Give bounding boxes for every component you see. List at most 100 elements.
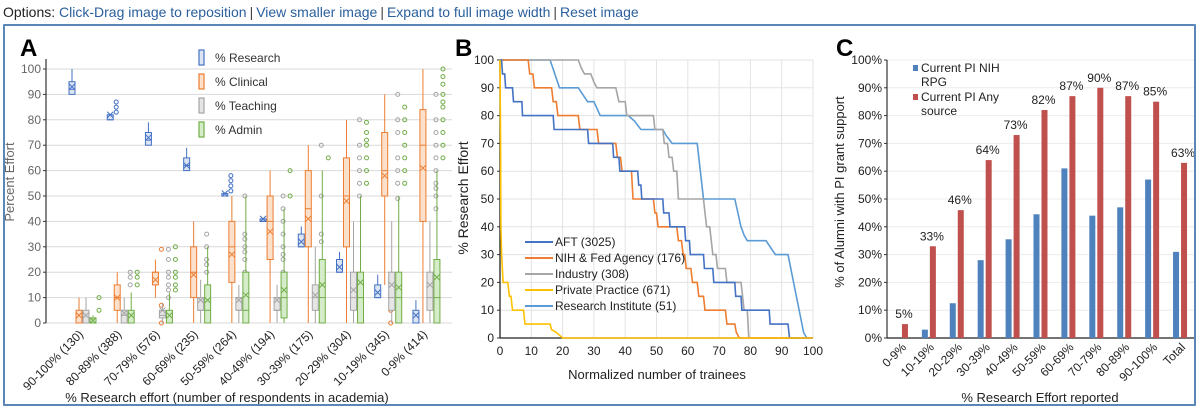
outlier-point: [363, 180, 369, 186]
outlier-point: [228, 178, 234, 184]
outlier-point: [440, 66, 446, 72]
box-0: [144, 122, 152, 146]
outlier-point: [318, 193, 324, 199]
panel-b-xlabel: Normalized number of trainees: [568, 367, 746, 382]
mean-marker: [89, 317, 97, 324]
x-tick-label: 0: [497, 344, 504, 358]
box-0: [68, 69, 76, 95]
x-tick-label: Total: [1160, 340, 1188, 368]
mean-marker: [297, 238, 305, 246]
box: [68, 81, 76, 95]
y-tick-label: 100%: [851, 53, 882, 67]
legend-label-clinical: % Clinical: [215, 75, 268, 89]
legend-label-teaching: % Teaching: [215, 99, 277, 113]
outlier-point: [228, 183, 234, 189]
data-label: 85%: [1143, 85, 1167, 99]
outlier-point: [433, 142, 439, 148]
outlier-point: [363, 130, 369, 135]
legend-swatch-teaching: [198, 97, 205, 114]
outlier-point: [158, 320, 164, 326]
outlier-point: [402, 180, 408, 186]
outlier-point: [228, 188, 234, 194]
y-tick-label: 60: [481, 164, 495, 178]
box-2: [349, 117, 362, 323]
y-tick-label: 80%: [858, 109, 882, 123]
outlier-point: [402, 117, 408, 123]
panel-label-b: B: [455, 35, 472, 62]
outlier-point: [242, 249, 248, 255]
click-drag-link[interactable]: Click-Drag image to reposition: [59, 4, 247, 20]
data-label: 63%: [1171, 146, 1195, 160]
data-label: 5%: [895, 307, 913, 321]
y-tick-label: 90: [481, 81, 495, 95]
data-label: 73%: [1004, 118, 1028, 132]
legend-label-nih: NIH & Fed Agency (176): [555, 251, 685, 265]
outlier-point: [402, 155, 408, 161]
outlier-point: [96, 295, 102, 301]
outlier-point: [204, 244, 210, 250]
mean-marker: [159, 306, 166, 314]
mean-marker: [304, 215, 312, 223]
y-tick-label: 20: [481, 275, 495, 289]
box: [82, 309, 90, 324]
panel-c-legend: Current PI NIH RPG Current PI Any source: [913, 61, 1000, 118]
box: [183, 157, 191, 172]
box-2: [311, 142, 324, 323]
box: [349, 271, 357, 311]
y-tick-label: 70: [481, 136, 495, 150]
outlier-point: [172, 244, 178, 250]
view-smaller-link[interactable]: View smaller image: [256, 4, 378, 20]
outlier-point: [440, 81, 446, 87]
bar-any-source: [957, 210, 964, 338]
box-1: [304, 145, 312, 323]
y-tick-label: 50: [481, 192, 495, 206]
y-tick-label: 0: [34, 316, 41, 330]
box: [75, 309, 83, 324]
x-tick-label: 70: [712, 344, 726, 358]
mean-marker: [259, 215, 267, 223]
bar-nih-rpg: [949, 303, 956, 338]
outlier-point: [363, 119, 369, 125]
expand-full-width-link[interactable]: Expand to full image width: [386, 4, 551, 20]
box-1: [381, 94, 394, 326]
outlier-point: [356, 193, 362, 199]
box-1: [151, 246, 164, 326]
y-tick-label: 0: [487, 331, 494, 345]
y-tick-label: 80: [28, 113, 42, 127]
outlier-point: [363, 137, 369, 143]
mean-marker: [381, 172, 389, 180]
y-tick-label: 100: [21, 62, 41, 76]
panel-label-a: A: [20, 35, 37, 62]
bar-nih-rpg: [1061, 168, 1068, 338]
outlier-point: [172, 287, 178, 293]
outlier-point: [127, 282, 133, 288]
box: [374, 284, 382, 299]
mean-marker: [412, 312, 420, 319]
y-tick-label: 40: [28, 214, 42, 228]
box: [433, 259, 441, 324]
panel-a-legend: % Research % Clinical % Teaching % Admin: [198, 49, 280, 138]
box-1: [419, 69, 427, 323]
y-tick-label: 10: [481, 303, 495, 317]
legend-swatch-any-source: [913, 94, 918, 100]
outlier-point: [113, 104, 119, 110]
outlier-point: [325, 155, 331, 161]
figure-frame[interactable]: A B C 0 10 20 30 40 50 60 70 80 90 100 90-100% (130…: [3, 24, 1196, 406]
box: [381, 132, 389, 197]
outlier-point: [318, 142, 324, 148]
y-tick-label: 20%: [858, 275, 882, 289]
box-0: [297, 226, 305, 248]
outlier-point: [280, 257, 286, 262]
options-prefix: Options:: [3, 4, 56, 20]
outlier-point: [113, 109, 119, 115]
box-3: [280, 168, 293, 323]
outlier-point: [165, 295, 171, 301]
reset-image-link[interactable]: Reset image: [560, 4, 639, 20]
legend-swatch-nih-rpg: [913, 65, 918, 71]
y-tick-label: 50: [28, 189, 42, 203]
box-3: [127, 269, 140, 324]
outlier-point: [127, 269, 133, 275]
mean-marker: [280, 286, 288, 294]
outlier-point: [440, 117, 446, 123]
outlier-point: [395, 180, 401, 186]
